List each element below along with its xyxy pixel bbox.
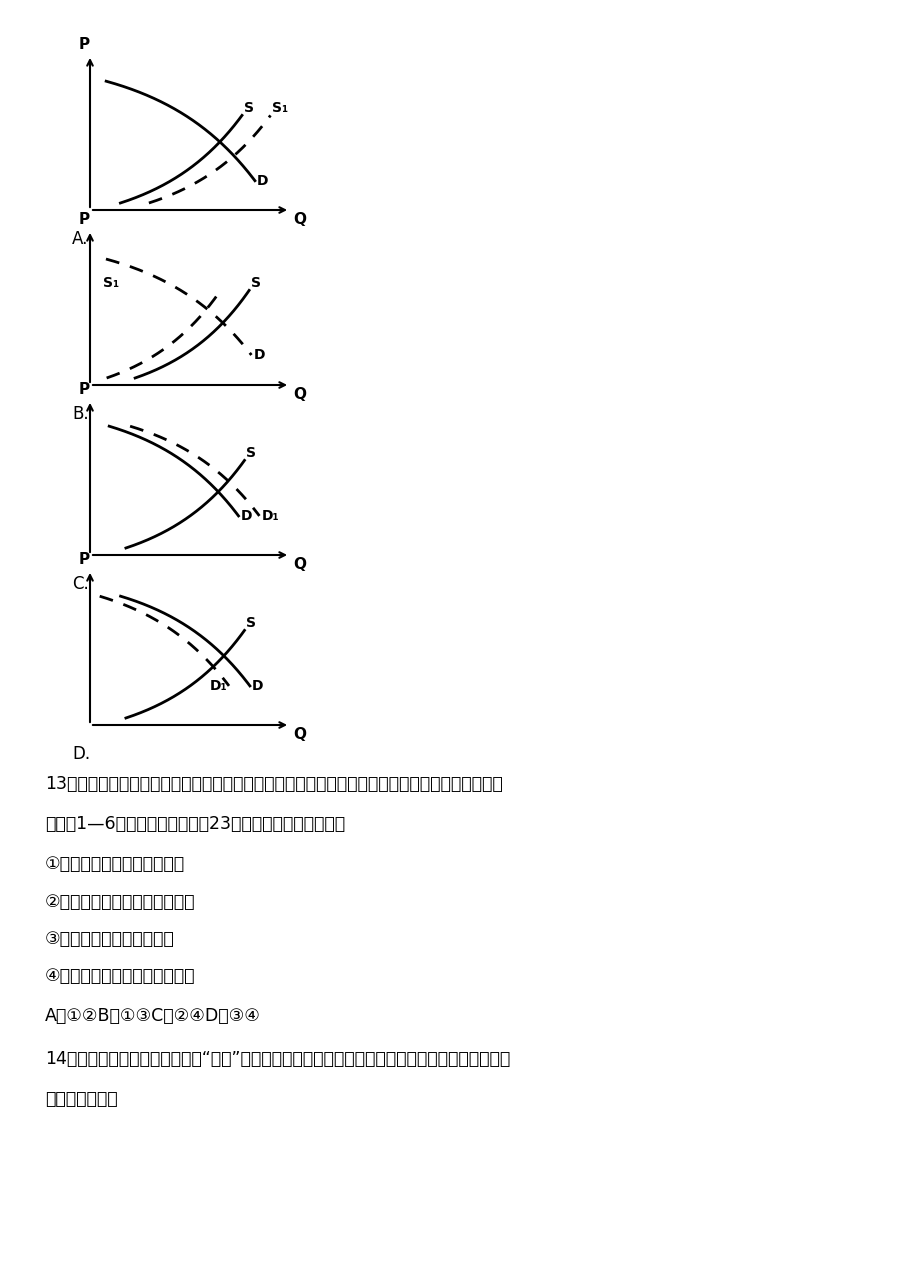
Text: P: P — [78, 37, 89, 52]
Text: P: P — [78, 211, 89, 227]
Text: D₁: D₁ — [261, 508, 278, 522]
Text: D: D — [253, 348, 265, 362]
Text: ②移动支付增加货币实际供应量: ②移动支付增加货币实际供应量 — [45, 893, 196, 911]
Text: P: P — [78, 552, 89, 567]
Text: P: P — [78, 382, 89, 397]
Text: Q: Q — [292, 387, 306, 403]
Text: A．①②B．①③C．②④D．③④: A．①②B．①③C．②④D．③④ — [45, 1006, 261, 1026]
Text: S: S — [246, 446, 256, 460]
Text: A.: A. — [72, 231, 88, 248]
Text: D: D — [252, 679, 263, 693]
Text: ③金融创新进了经济的发展: ③金融创新进了经济的发展 — [45, 930, 175, 948]
Text: 13．以微信、文付宝为代表的移动支付成了不少中国人的消费新时尚，快速渗透人们的日常生活。: 13．以微信、文付宝为代表的移动支付成了不少中国人的消费新时尚，快速渗透人们的日… — [45, 775, 502, 792]
Text: S₁: S₁ — [272, 102, 289, 116]
Text: D₁: D₁ — [210, 679, 227, 693]
Text: ①移动支付加快商品流通過度: ①移动支付加快商品流通過度 — [45, 855, 185, 873]
Text: B.: B. — [72, 405, 88, 423]
Text: C.: C. — [72, 575, 88, 592]
Text: Q: Q — [292, 727, 306, 741]
Text: D: D — [240, 508, 252, 522]
Text: D.: D. — [72, 745, 90, 763]
Text: ④新的消费体验优化了消费结构: ④新的消费体验优化了消费结构 — [45, 967, 196, 985]
Text: 14．随着人们消费水平的提高，“嗨购”受到越来越多人的青睐，其原因如下图所示，它对我国供给: 14．随着人们消费水平的提高，“嗨购”受到越来越多人的青睐，其原因如下图所示，它… — [45, 1050, 510, 1068]
Text: 侧改革的启示有: 侧改革的启示有 — [45, 1091, 118, 1108]
Text: S₁: S₁ — [103, 276, 119, 290]
Text: Q: Q — [292, 211, 306, 227]
Text: S: S — [251, 276, 261, 290]
Text: Q: Q — [292, 557, 306, 572]
Text: S: S — [246, 617, 256, 631]
Text: S: S — [244, 102, 254, 116]
Text: 据统计1—6月我国移动支付高达23万亿元人民币。出此可见: 据统计1—6月我国移动支付高达23万亿元人民币。出此可见 — [45, 815, 345, 833]
Text: D: D — [256, 173, 268, 187]
